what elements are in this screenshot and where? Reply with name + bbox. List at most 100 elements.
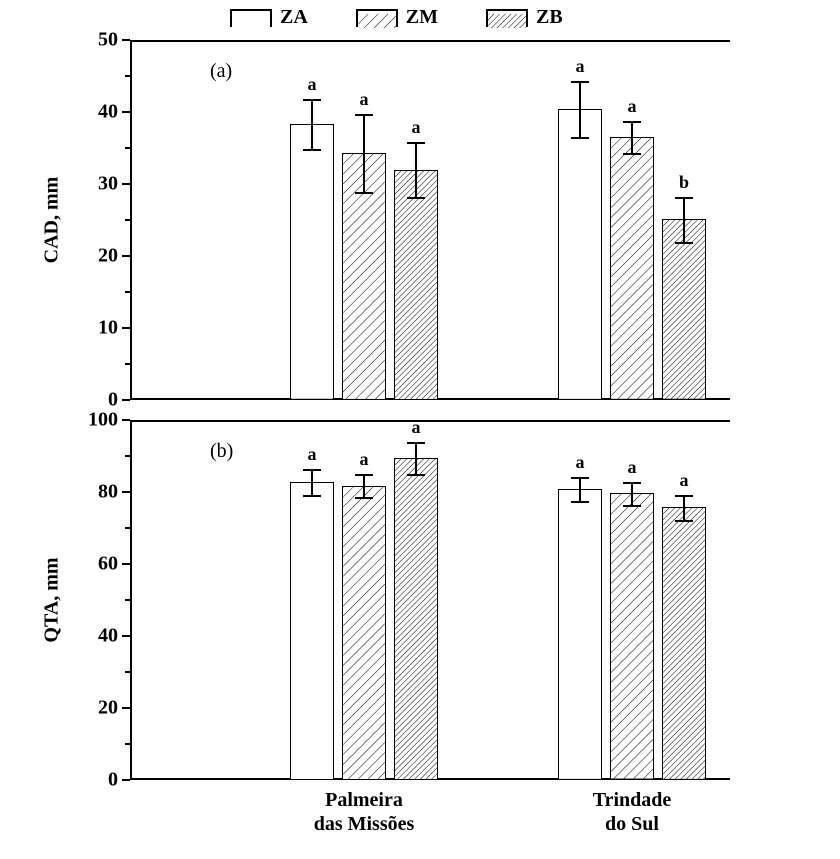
ytick-label: 40 xyxy=(82,625,118,648)
error-cap xyxy=(407,442,425,444)
ytick-minor xyxy=(125,671,130,673)
legend-item-zb: ZB xyxy=(486,6,563,29)
panel-label: (b) xyxy=(210,440,233,463)
top-axis xyxy=(130,40,730,42)
bar-annotation: a xyxy=(308,74,317,95)
bar-annotation: a xyxy=(412,417,421,438)
error-cap xyxy=(355,114,373,116)
error-bar xyxy=(579,477,581,501)
top-axis xyxy=(130,420,730,422)
error-cap xyxy=(675,520,693,522)
bar-zm xyxy=(610,493,654,780)
bar-zm xyxy=(342,486,386,780)
ytick-label: 0 xyxy=(82,769,118,792)
ytick xyxy=(122,39,130,41)
error-bar xyxy=(363,114,365,192)
legend-swatch xyxy=(230,9,272,27)
ytick xyxy=(122,779,130,781)
error-bar xyxy=(311,99,313,149)
y-axis-title: CAD, mm xyxy=(41,177,64,264)
ytick-minor xyxy=(125,743,130,745)
bar-za xyxy=(290,124,334,400)
error-cap xyxy=(571,137,589,139)
ytick-label: 30 xyxy=(82,173,118,196)
ytick-minor xyxy=(125,363,130,365)
legend-swatch xyxy=(356,9,398,27)
legend-swatch xyxy=(486,9,528,27)
bar-annotation: a xyxy=(308,444,317,465)
ytick-minor xyxy=(125,599,130,601)
error-cap xyxy=(303,495,321,497)
bar-annotation: a xyxy=(576,452,585,473)
error-cap xyxy=(623,505,641,507)
x-group-label: Trindadedo Sul xyxy=(593,788,672,836)
legend-label: ZA xyxy=(280,6,308,29)
panel-b: 020406080100QTA, mm(b)aaaaaa xyxy=(130,420,730,780)
ytick xyxy=(122,491,130,493)
bar-annotation: b xyxy=(679,172,689,193)
error-cap xyxy=(623,153,641,155)
error-cap xyxy=(355,497,373,499)
ytick-label: 40 xyxy=(82,101,118,124)
bar-annotation: a xyxy=(576,56,585,77)
bar-annotation: a xyxy=(360,449,369,470)
bar-zb xyxy=(662,507,706,780)
legend-label: ZB xyxy=(536,6,563,29)
ytick-label: 20 xyxy=(82,245,118,268)
error-bar xyxy=(311,469,313,494)
bar-annotation: a xyxy=(628,96,637,117)
legend-item-zm: ZM xyxy=(356,6,438,29)
error-cap xyxy=(303,149,321,151)
bar-zm xyxy=(610,137,654,400)
panel-label: (a) xyxy=(210,60,232,83)
ytick-label: 80 xyxy=(82,481,118,504)
error-cap xyxy=(623,482,641,484)
error-bar xyxy=(579,81,581,137)
error-bar xyxy=(683,197,685,242)
ytick-label: 60 xyxy=(82,553,118,576)
bar-za xyxy=(290,482,334,780)
error-bar xyxy=(415,142,417,197)
y-axis-title: QTA, mm xyxy=(41,557,64,642)
x-group-label: Palmeiradas Missões xyxy=(314,788,415,836)
ytick xyxy=(122,183,130,185)
ytick-label: 20 xyxy=(82,697,118,720)
error-cap xyxy=(355,474,373,476)
bar-zb xyxy=(394,458,438,780)
error-bar xyxy=(631,121,633,153)
ytick-label: 50 xyxy=(82,29,118,52)
bar-za xyxy=(558,489,602,780)
error-cap xyxy=(303,99,321,101)
error-cap xyxy=(303,469,321,471)
figure: ZAZMZB 01020304050CAD, mm(a)aaaaab020406… xyxy=(0,0,840,859)
error-cap xyxy=(675,495,693,497)
error-bar xyxy=(363,474,365,497)
ytick-minor xyxy=(125,291,130,293)
legend-label: ZM xyxy=(406,6,438,29)
error-bar xyxy=(415,442,417,474)
ytick xyxy=(122,399,130,401)
ytick-label: 10 xyxy=(82,317,118,340)
error-cap xyxy=(407,142,425,144)
ytick xyxy=(122,255,130,257)
error-cap xyxy=(407,474,425,476)
legend: ZA ZM ZB xyxy=(230,6,563,29)
bar-za xyxy=(558,109,602,400)
ytick xyxy=(122,419,130,421)
error-cap xyxy=(675,197,693,199)
ytick xyxy=(122,327,130,329)
ytick xyxy=(122,111,130,113)
ytick-minor xyxy=(125,455,130,457)
error-cap xyxy=(623,121,641,123)
ytick-minor xyxy=(125,527,130,529)
bar-annotation: a xyxy=(628,457,637,478)
bar-annotation: a xyxy=(680,470,689,491)
error-cap xyxy=(571,477,589,479)
y-axis xyxy=(130,420,132,780)
error-cap xyxy=(675,242,693,244)
bar-annotation: a xyxy=(412,117,421,138)
error-cap xyxy=(571,81,589,83)
ytick-minor xyxy=(125,219,130,221)
ytick-label: 100 xyxy=(82,409,118,432)
ytick-minor xyxy=(125,75,130,77)
